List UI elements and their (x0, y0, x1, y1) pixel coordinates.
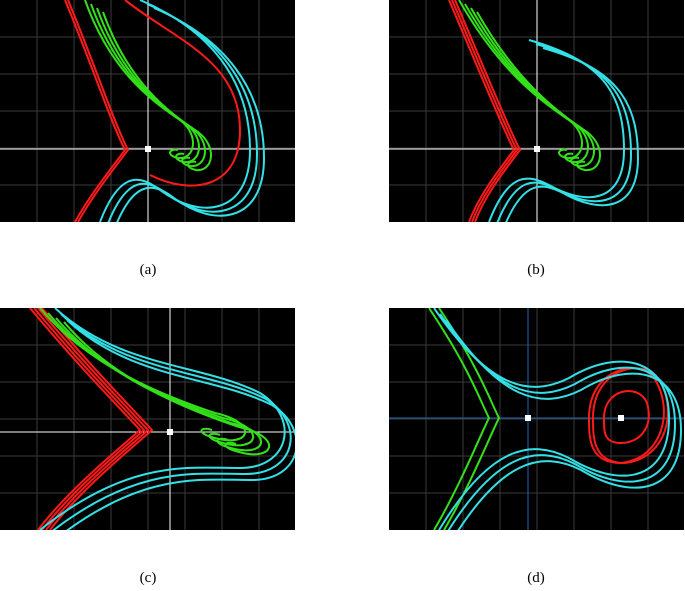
trajectory (470, 7, 595, 168)
trajectory (439, 313, 677, 530)
trajectory (84, 0, 194, 160)
trajectory (448, 0, 516, 222)
trajectory (33, 308, 146, 530)
fixed-point (525, 415, 531, 421)
caption: (a) (139, 262, 157, 278)
phase-portrait (0, 0, 295, 222)
fixed-point (534, 146, 540, 152)
trajectory (454, 0, 522, 222)
trajectory (39, 308, 286, 530)
trajectory (41, 308, 154, 530)
trajectory (476, 11, 601, 172)
trajectory (587, 367, 665, 465)
trajectory (451, 0, 519, 222)
trajectory (63, 321, 271, 456)
trajectory (107, 3, 259, 222)
trajectory (488, 39, 626, 222)
trajectory (438, 308, 501, 530)
trajectory (433, 308, 671, 530)
fixed-point (618, 415, 624, 421)
trajectory (124, 0, 242, 187)
trajectory (116, 7, 266, 222)
trajectory (90, 3, 200, 164)
trajectory (458, 0, 583, 160)
phase-portrait (389, 0, 684, 222)
trajectory (64, 0, 127, 222)
trajectory (99, 0, 252, 222)
trajectory (445, 319, 683, 530)
fixed-point (167, 429, 173, 435)
phase-portrait (389, 308, 684, 530)
trajectory (428, 308, 491, 530)
trajectory (505, 47, 640, 222)
caption: (c) (139, 570, 157, 586)
fixed-point (145, 146, 151, 152)
caption: (b) (527, 262, 545, 278)
trajectory (602, 390, 650, 445)
trajectory (591, 367, 669, 465)
trajectory (52, 313, 292, 530)
trajectory (464, 3, 589, 164)
trajectory (66, 319, 295, 530)
trajectory (29, 308, 142, 530)
trajectory (496, 43, 633, 222)
trajectory (67, 0, 130, 222)
phase-portrait (0, 308, 295, 530)
caption: (d) (527, 570, 545, 586)
trajectory (37, 308, 150, 530)
trajectory (102, 11, 212, 172)
trajectory (96, 7, 206, 168)
